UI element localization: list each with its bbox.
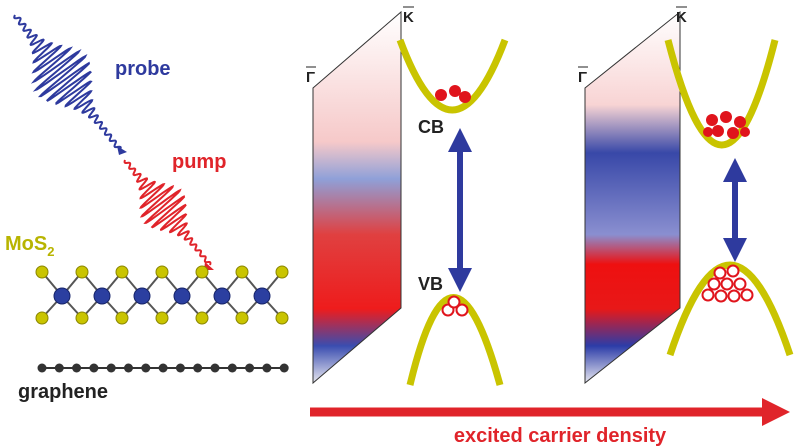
- carbon-atom: [245, 363, 255, 373]
- carbon-atom: [37, 363, 47, 373]
- carbon-atom: [124, 363, 133, 373]
- carbon-atom: [279, 363, 289, 373]
- sulfur-atom: [115, 265, 129, 279]
- k-label: K: [676, 9, 687, 26]
- sulfur-atom: [75, 265, 89, 279]
- wave: [13, 14, 122, 151]
- arpes-panel: [312, 10, 402, 385]
- wave-packets: [13, 14, 214, 270]
- conduction-band: [664, 39, 779, 149]
- carbon-atom: [210, 363, 220, 373]
- sulfur-atom: [195, 311, 209, 325]
- sulfur-atom: [235, 265, 249, 279]
- cb-label: CB: [418, 117, 444, 137]
- pump-label: pump: [172, 151, 226, 173]
- sulfur-atom: [115, 311, 129, 325]
- carbon-atom: [227, 363, 237, 373]
- carbon-atom: [158, 363, 168, 373]
- carbon-atom: [175, 363, 185, 373]
- sulfur-atom: [155, 311, 169, 325]
- material-label: MoS2: [5, 233, 54, 259]
- k-label: K: [403, 9, 414, 26]
- sulfur-atom: [35, 311, 49, 325]
- arpes-panel: [584, 10, 681, 385]
- wave: [123, 159, 212, 266]
- carbon-atom: [54, 363, 64, 373]
- valence-band: [666, 261, 794, 357]
- sulfur-atom: [35, 265, 49, 279]
- sulfur-atom: [275, 311, 289, 325]
- molybdenum-atom: [53, 287, 71, 305]
- carbon-atom: [262, 363, 272, 373]
- substrate-label: graphene: [18, 381, 108, 403]
- sulfur-atom: [275, 265, 289, 279]
- gamma-label: Γ: [306, 69, 315, 86]
- sulfur-atom: [75, 311, 89, 325]
- molybdenum-atom: [133, 287, 151, 305]
- carbon-atom: [106, 363, 116, 373]
- carbon-atom: [193, 363, 203, 373]
- molybdenum-atom: [173, 287, 191, 305]
- sulfur-atom: [195, 265, 209, 279]
- molybdenum-atom: [93, 287, 111, 305]
- sulfur-atom: [235, 311, 249, 325]
- conduction-band: [396, 38, 509, 114]
- lattice: [35, 265, 289, 373]
- gamma-label: Γ: [578, 69, 587, 86]
- carbon-atom: [89, 363, 99, 373]
- probe-label: probe: [115, 58, 171, 80]
- molybdenum-atom: [253, 287, 271, 305]
- molybdenum-atom: [213, 287, 231, 305]
- arrow-head: [117, 146, 127, 155]
- sulfur-atom: [155, 265, 169, 279]
- vb-label: VB: [418, 274, 443, 294]
- valence-band: [406, 294, 504, 386]
- carbon-atom: [141, 363, 151, 373]
- axis-label: excited carrier density: [454, 425, 667, 447]
- carbon-atom: [72, 363, 82, 373]
